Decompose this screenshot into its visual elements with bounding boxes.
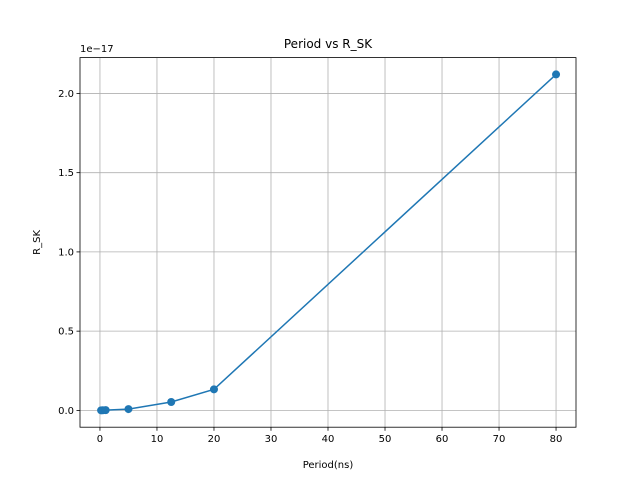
y-tick-label: 0.5 <box>58 327 74 338</box>
x-tick-label: 40 <box>322 434 335 445</box>
x-tick-label: 60 <box>436 434 449 445</box>
chart-title: Period vs R_SK <box>284 37 373 51</box>
data-point <box>552 70 561 79</box>
y-tick-label: 1.0 <box>58 247 74 258</box>
x-tick-label: 10 <box>151 434 164 445</box>
x-tick-label: 30 <box>265 434 278 445</box>
data-point <box>101 406 110 415</box>
x-axis-label: Period(ns) <box>303 460 354 471</box>
y-axis-label: R_SK <box>32 230 43 255</box>
x-tick-label: 50 <box>379 434 392 445</box>
x-tick-label: 0 <box>97 434 103 445</box>
plot-area <box>97 70 561 415</box>
x-tick-label: 80 <box>550 434 563 445</box>
y-tick-label: 0.0 <box>58 406 74 417</box>
y-axis: 0.0 0.5 1.0 1.5 2.0 <box>58 89 80 417</box>
x-tick-label: 20 <box>208 434 221 445</box>
x-axis: 0 10 20 30 40 50 60 70 80 <box>97 427 563 445</box>
y-tick-label: 2.0 <box>58 89 74 100</box>
y-offset-label: 1e−17 <box>80 44 114 55</box>
x-tick-label: 70 <box>493 434 506 445</box>
y-tick-label: 1.5 <box>58 168 74 179</box>
data-point <box>167 398 176 406</box>
data-point <box>124 405 133 414</box>
data-point <box>209 385 218 394</box>
grid <box>80 57 576 428</box>
